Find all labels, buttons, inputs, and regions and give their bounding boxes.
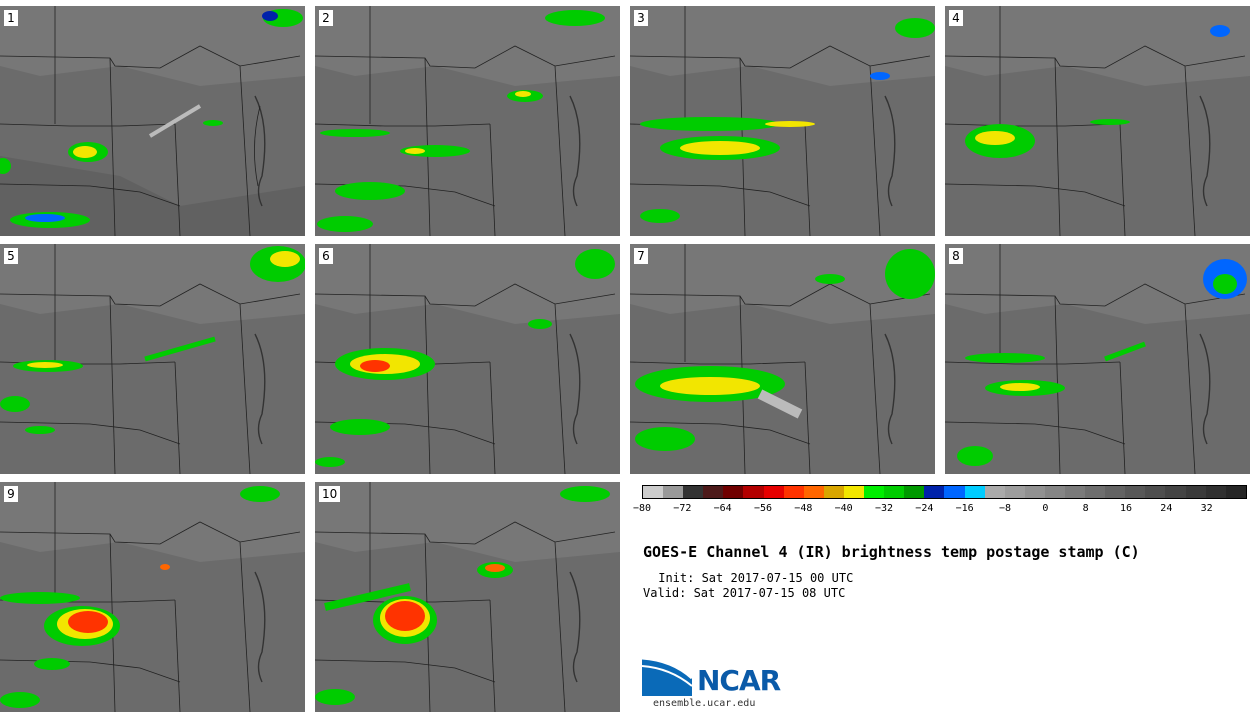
colorbar-segment (1225, 486, 1246, 498)
satellite-map (0, 482, 305, 712)
panel-number-label: 4 (949, 10, 963, 26)
colorbar-segment (964, 486, 985, 498)
member-panel-3: 3 (630, 6, 935, 236)
colorbar-tick-labels: −80 −72 −64 −56 −48 −40 −32 −24 −16 −8 0 8 16 24 32 (633, 503, 1247, 517)
colorbar-segment (884, 486, 905, 498)
colorbar-tick-label: −16 (955, 503, 974, 514)
colorbar-tick-label: 24 (1160, 503, 1173, 514)
page-title: GOES-E Channel 4 (IR) brightness temp po… (643, 543, 1140, 561)
colorbar-segment (1085, 486, 1106, 498)
colorbar-segment (904, 486, 925, 498)
satellite-map (0, 244, 305, 474)
colorbar-segment (843, 486, 865, 498)
colorbar-segment (1125, 486, 1146, 498)
satellite-map (630, 6, 935, 236)
satellite-map (315, 6, 620, 236)
colorbar-segment (803, 486, 824, 498)
colorbar-tick-label: −40 (834, 503, 853, 514)
satellite-map (315, 244, 620, 474)
colorbar-segment (783, 486, 804, 498)
panel-number-label: 2 (319, 10, 333, 26)
panel-number-label: 1 (4, 10, 18, 26)
satellite-map (315, 482, 620, 712)
colorbar-tick-label: −32 (874, 503, 894, 514)
colorbar-segment (1185, 486, 1206, 498)
colorbar-segment (823, 486, 844, 498)
colorbar-tick-label: 0 (1042, 503, 1049, 514)
colorbar-segment (643, 486, 664, 498)
colorbar-segment (763, 486, 784, 498)
member-panel-9: 9 (0, 482, 305, 712)
satellite-map (0, 6, 305, 236)
colorbar-tick-label: −80 (632, 503, 652, 514)
colorbar-segment (864, 486, 885, 498)
colorbar-segment (663, 486, 684, 498)
member-panel-7: 7 (630, 244, 935, 474)
colorbar-segment (1105, 486, 1126, 498)
colorbar-segment (683, 486, 704, 498)
member-panel-6: 6 (315, 244, 620, 474)
colorbar-tick-label: −24 (915, 503, 934, 514)
colorbar-segment (743, 486, 764, 498)
colorbar-tick-label: −56 (753, 503, 773, 514)
colorbar-tick-label: 8 (1082, 503, 1089, 514)
panel-number-label: 5 (4, 248, 18, 264)
colorbar-segment (984, 486, 1005, 498)
panel-number-label: 3 (634, 10, 648, 26)
colorbar-segment (1145, 486, 1166, 498)
satellite-map (630, 244, 935, 474)
colorbar-tick-label: 32 (1200, 503, 1213, 514)
panel-number-label: 7 (634, 248, 648, 264)
colorbar-segment (703, 486, 724, 498)
site-url: ensemble.ucar.edu (653, 698, 756, 709)
init-time: Init: Sat 2017-07-15 00 UTC (651, 571, 854, 585)
member-panel-5: 5 (0, 244, 305, 474)
colorbar-segment (1165, 486, 1186, 498)
satellite-map (945, 244, 1250, 474)
colorbar-segment (1064, 486, 1086, 498)
member-panel-1: 1 (0, 6, 305, 236)
member-panel-10: 10 (315, 482, 620, 712)
colorbar-segment (1044, 486, 1065, 498)
member-panel-2: 2 (315, 6, 620, 236)
colorbar-tick-label: −48 (794, 503, 813, 514)
colorbar-tick-label: 16 (1119, 503, 1133, 514)
colorbar-segment (1205, 486, 1226, 498)
logo-wordmark: NCAR (697, 664, 781, 697)
colorbar-segment (944, 486, 965, 498)
colorbar-tick-label: −8 (998, 503, 1012, 514)
panel-number-label: 10 (319, 486, 341, 502)
member-panel-8: 8 (945, 244, 1250, 474)
colorbar-tick-label: −72 (673, 503, 692, 514)
colorbar-segment (1004, 486, 1025, 498)
satellite-map (945, 6, 1250, 236)
ncar-logo-icon (642, 656, 694, 696)
valid-time: Valid: Sat 2017-07-15 08 UTC (643, 586, 846, 600)
colorbar-tick-label: −64 (713, 503, 732, 514)
panel-number-label: 6 (319, 248, 333, 264)
colorbar-segment (1024, 486, 1045, 498)
panel-number-label: 9 (4, 486, 18, 502)
member-panel-4: 4 (945, 6, 1250, 236)
colorbar-segment (723, 486, 744, 498)
colorbar-segment (924, 486, 945, 498)
temperature-colorbar (642, 485, 1247, 499)
panel-number-label: 8 (949, 248, 963, 264)
